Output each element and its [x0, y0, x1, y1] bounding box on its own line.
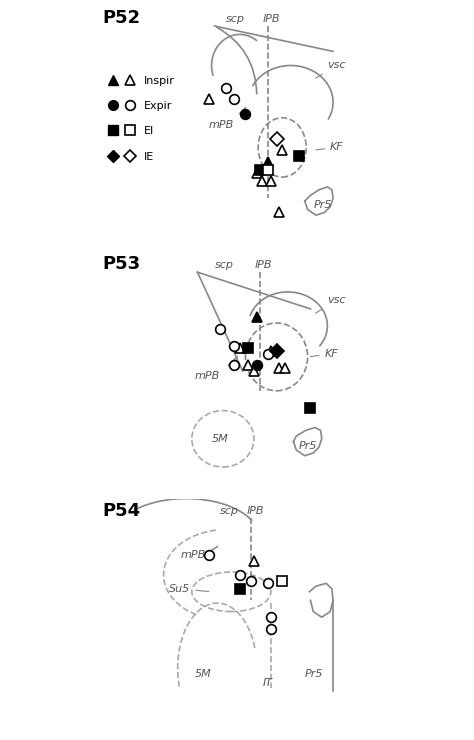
Text: EI: EI — [144, 127, 154, 136]
Text: KF: KF — [316, 142, 344, 152]
Text: scp: scp — [220, 506, 239, 517]
Text: IE: IE — [144, 152, 154, 162]
Text: P54: P54 — [102, 502, 141, 519]
Text: Inspir: Inspir — [144, 75, 175, 86]
Text: 5M: 5M — [211, 434, 228, 443]
Text: P53: P53 — [102, 255, 141, 273]
Text: scp: scp — [226, 14, 245, 24]
Text: Expir: Expir — [144, 101, 172, 111]
Text: lPB: lPB — [246, 506, 264, 517]
Text: IT: IT — [263, 678, 273, 688]
Text: Pr5: Pr5 — [305, 668, 323, 679]
Text: vsc: vsc — [316, 295, 346, 313]
Text: 5M: 5M — [195, 668, 211, 679]
Text: lPB: lPB — [263, 14, 280, 24]
Text: mPB: mPB — [181, 550, 206, 560]
Text: Su5: Su5 — [169, 584, 209, 593]
Text: P52: P52 — [102, 9, 141, 27]
Text: lPB: lPB — [255, 260, 273, 270]
Text: KF: KF — [310, 349, 338, 359]
Text: Pr5: Pr5 — [299, 441, 318, 451]
Text: mPB: mPB — [209, 120, 234, 130]
Text: mPB: mPB — [195, 371, 220, 382]
Text: Pr5: Pr5 — [313, 201, 332, 210]
Text: vsc: vsc — [316, 61, 346, 78]
Text: scp: scp — [214, 260, 233, 270]
